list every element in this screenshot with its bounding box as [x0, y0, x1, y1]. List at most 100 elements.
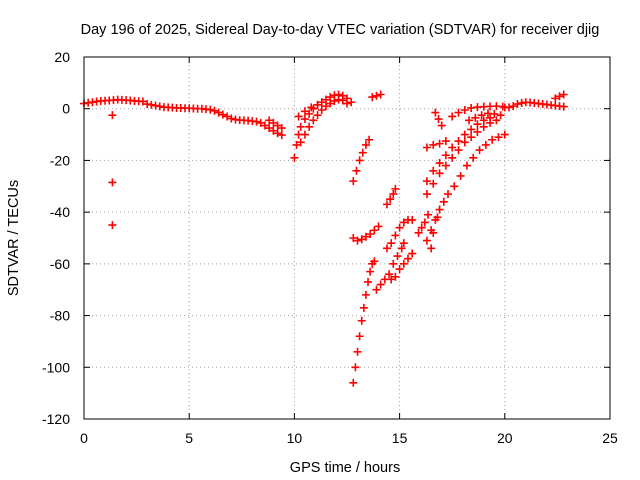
- data-point: [422, 236, 431, 245]
- y-axis-label: SDTVAR / TECUs: [6, 180, 22, 296]
- data-point: [456, 171, 465, 180]
- data-point: [448, 143, 457, 152]
- data-point: [300, 115, 309, 124]
- data-point: [353, 347, 362, 356]
- data-point: [422, 190, 431, 199]
- x-tick-label: 0: [80, 430, 88, 446]
- data-point: [422, 143, 431, 152]
- data-point: [391, 272, 400, 281]
- data-point: [210, 106, 219, 115]
- x-tick-label: 15: [392, 430, 408, 446]
- data-point: [439, 197, 448, 206]
- data-point: [427, 244, 436, 253]
- data-point: [496, 111, 505, 120]
- data-point: [454, 137, 463, 146]
- y-tick-label: 20: [54, 49, 70, 65]
- data-point: [273, 129, 282, 138]
- data-point: [300, 130, 309, 139]
- data-point: [382, 200, 391, 209]
- data-point: [555, 92, 564, 101]
- data-point: [252, 117, 261, 126]
- data-point: [460, 130, 469, 139]
- data-point: [391, 231, 400, 240]
- data-point: [300, 107, 309, 116]
- data-point: [374, 222, 383, 231]
- data-point: [424, 210, 433, 219]
- data-point: [359, 303, 368, 312]
- x-axis-label: GPS time / hours: [290, 460, 400, 476]
- data-point: [492, 116, 501, 125]
- data-point: [479, 116, 488, 125]
- data-point: [313, 111, 322, 120]
- data-point: [433, 213, 442, 222]
- data-point: [389, 190, 398, 199]
- data-point: [435, 169, 444, 178]
- data-point: [434, 115, 443, 124]
- data-point: [361, 290, 370, 299]
- data-point: [290, 153, 299, 162]
- y-tick-label: -120: [42, 411, 70, 427]
- data-point: [500, 130, 509, 139]
- data-point: [441, 137, 450, 146]
- x-tick-label: 10: [287, 430, 303, 446]
- data-point: [465, 116, 474, 125]
- data-point: [460, 138, 469, 147]
- data-point: [559, 102, 568, 111]
- data-point: [214, 108, 223, 117]
- data-point: [391, 184, 400, 193]
- data-point: [294, 112, 303, 121]
- data-point: [389, 259, 398, 268]
- data-points: [80, 90, 568, 387]
- data-point: [260, 121, 269, 130]
- data-point: [559, 90, 568, 99]
- data-point: [399, 259, 408, 268]
- data-point: [206, 105, 215, 114]
- data-point: [330, 96, 339, 105]
- data-point: [361, 232, 370, 241]
- data-point: [361, 140, 370, 149]
- data-point: [467, 125, 476, 134]
- data-point: [218, 110, 227, 119]
- data-point: [352, 166, 361, 175]
- data-point: [313, 100, 322, 109]
- data-point: [435, 205, 444, 214]
- data-point: [431, 108, 440, 117]
- grid-lines: [84, 57, 610, 419]
- data-point: [408, 249, 417, 258]
- data-point: [393, 252, 402, 261]
- data-point: [349, 378, 358, 387]
- data-point: [386, 195, 395, 204]
- data-point: [443, 190, 452, 199]
- data-point: [309, 116, 318, 125]
- data-point: [307, 103, 316, 112]
- y-tick-label: -60: [50, 256, 70, 272]
- data-point: [355, 332, 364, 341]
- data-point: [408, 215, 417, 224]
- data-point: [366, 267, 375, 276]
- data-point: [305, 122, 314, 131]
- data-point: [292, 140, 301, 149]
- data-point: [223, 112, 232, 121]
- data-point: [399, 218, 408, 227]
- data-point: [397, 244, 406, 253]
- data-point: [454, 108, 463, 117]
- data-point: [414, 228, 423, 237]
- chart-title: Day 196 of 2025, Sidereal Day-to-day VTE…: [81, 22, 600, 38]
- data-point: [460, 106, 469, 115]
- data-point: [347, 98, 356, 107]
- data-point: [355, 156, 364, 165]
- data-point: [422, 177, 431, 186]
- data-point: [138, 97, 147, 106]
- data-point: [551, 94, 560, 103]
- x-tick-label: 5: [185, 430, 193, 446]
- data-point: [387, 275, 396, 284]
- data-point: [382, 244, 391, 253]
- data-point: [429, 179, 438, 188]
- data-point: [488, 135, 497, 144]
- y-tick-label: 0: [62, 101, 70, 117]
- data-point: [429, 166, 438, 175]
- data-point: [351, 363, 360, 372]
- data-point: [108, 221, 117, 230]
- data-point: [357, 316, 366, 325]
- data-point: [317, 106, 326, 115]
